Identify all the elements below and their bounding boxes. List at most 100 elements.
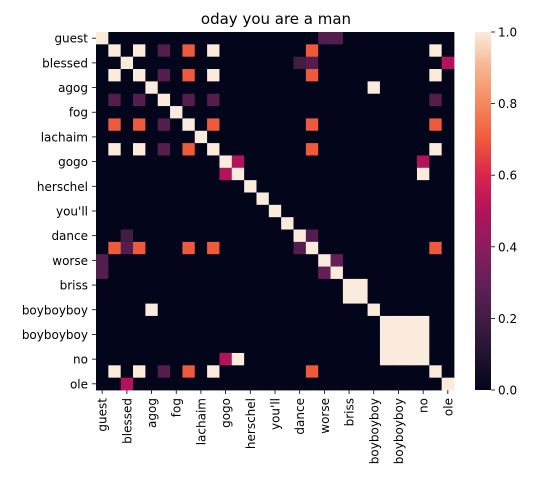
heatmap-cell <box>416 266 430 280</box>
heatmap-cell <box>207 32 220 45</box>
heatmap-cell <box>441 69 455 82</box>
heatmap-cell <box>256 377 270 391</box>
heatmap-cell <box>207 155 220 169</box>
heatmap-cell <box>145 180 159 193</box>
heatmap-cell <box>207 167 220 181</box>
heatmap-cell <box>157 340 171 354</box>
heatmap-cell <box>441 81 455 95</box>
heatmap-cell <box>157 377 171 391</box>
heatmap-cell <box>133 241 146 255</box>
heatmap-cell <box>231 81 245 95</box>
heatmap-cell <box>182 44 196 58</box>
heatmap-cell <box>330 56 344 70</box>
heatmap-cell <box>157 315 171 329</box>
heatmap-cell <box>416 106 430 119</box>
heatmap-cell <box>342 69 356 82</box>
heatmap-cell <box>108 192 122 206</box>
heatmap-cell <box>133 81 146 95</box>
heatmap-cell <box>429 254 443 267</box>
heatmap-cell <box>416 118 430 132</box>
heatmap-cell <box>342 254 356 267</box>
heatmap-cell <box>441 118 455 132</box>
heatmap-cell <box>367 167 381 181</box>
heatmap-cell <box>96 352 109 366</box>
heatmap-cell <box>379 229 393 243</box>
heatmap-cell <box>157 229 171 243</box>
heatmap-cell <box>219 130 233 144</box>
heatmap-cell <box>318 130 331 144</box>
heatmap-cell <box>392 340 406 354</box>
heatmap-cell <box>379 328 393 342</box>
heatmap-cell <box>108 167 122 181</box>
heatmap-cell <box>244 352 257 366</box>
heatmap-cell <box>305 204 319 218</box>
heatmap-cell <box>244 167 257 181</box>
heatmap-cell <box>268 352 282 366</box>
heatmap-cell <box>281 81 294 95</box>
heatmap-cell <box>392 93 406 107</box>
heatmap-cell <box>305 81 319 95</box>
heatmap-cell <box>355 303 368 317</box>
heatmap-cell <box>182 229 196 243</box>
heatmap-cell <box>441 377 455 391</box>
heatmap-cell <box>305 93 319 107</box>
heatmap-cell <box>231 291 245 304</box>
heatmap-cell <box>133 106 146 119</box>
heatmap-cell <box>367 291 381 304</box>
heatmap-cell <box>318 118 331 132</box>
colorbar-ticks: 0.0 0.2 0.4 0.6 0.8 1.0 <box>491 26 517 398</box>
heatmap-cell <box>244 377 257 391</box>
heatmap-cell <box>392 315 406 329</box>
heatmap-cell <box>145 254 159 267</box>
heatmap-cell <box>293 180 307 193</box>
heatmap-cell <box>231 254 245 267</box>
heatmap-cell <box>416 130 430 144</box>
heatmap-cell <box>157 81 171 95</box>
heatmap-cell <box>392 291 406 304</box>
heatmap-cell <box>367 328 381 342</box>
heatmap-cell <box>207 69 220 82</box>
heatmap-cell <box>342 352 356 366</box>
heatmap-cell <box>330 118 344 132</box>
x-tick-label: fog <box>170 398 184 417</box>
heatmap-cell <box>219 241 233 255</box>
heatmap-cell <box>133 303 146 317</box>
heatmap-cell <box>330 217 344 230</box>
heatmap-cell <box>318 365 331 379</box>
heatmap-cell <box>367 229 381 243</box>
heatmap-cell <box>96 106 109 119</box>
heatmap-cell <box>182 254 196 267</box>
heatmap-cell <box>268 143 282 156</box>
heatmap-cell <box>194 291 208 304</box>
heatmap-cell <box>318 217 331 230</box>
heatmap-cell <box>429 69 443 82</box>
heatmap-cell <box>268 217 282 230</box>
heatmap-cell <box>355 180 368 193</box>
heatmap-cell <box>231 106 245 119</box>
heatmap-cell <box>355 167 368 181</box>
heatmap-cell <box>157 204 171 218</box>
heatmap-cell <box>194 118 208 132</box>
heatmap-cell <box>342 180 356 193</box>
heatmap-cell <box>157 303 171 317</box>
heatmap-cell <box>404 340 418 354</box>
heatmap-cell <box>96 315 109 329</box>
heatmap-cell <box>355 204 368 218</box>
heatmap-cell <box>305 241 319 255</box>
heatmap-cell <box>318 241 331 255</box>
heatmap-cell <box>293 365 307 379</box>
heatmap-cell <box>219 44 233 58</box>
heatmap-cell <box>416 167 430 181</box>
heatmap-cell <box>133 69 146 82</box>
heatmap-cell <box>367 106 381 119</box>
heatmap-cell <box>120 106 134 119</box>
heatmap-cell <box>120 328 134 342</box>
heatmap-cell <box>145 365 159 379</box>
heatmap-cell <box>145 303 159 317</box>
x-tick-label: dance <box>293 398 307 435</box>
heatmap-cell <box>207 192 220 206</box>
heatmap-cell <box>231 352 245 366</box>
heatmap-cell <box>392 254 406 267</box>
heatmap-cell <box>219 155 233 169</box>
heatmap-cell <box>244 56 257 70</box>
